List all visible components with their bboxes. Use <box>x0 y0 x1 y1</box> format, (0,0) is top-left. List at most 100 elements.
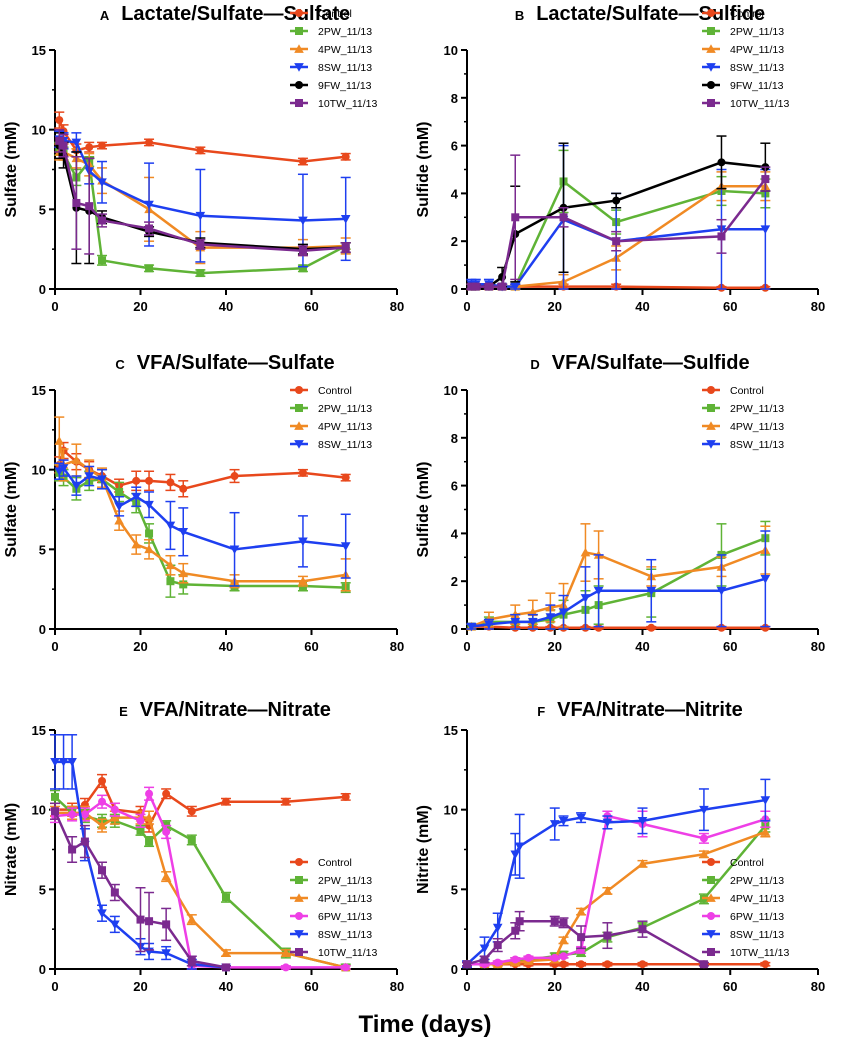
legend-marker <box>295 948 303 956</box>
data-point <box>58 464 69 473</box>
data-point <box>341 473 350 482</box>
data-point <box>484 620 494 630</box>
series-line <box>466 798 766 966</box>
y-tick-label: 10 <box>444 803 458 818</box>
data-point <box>638 960 647 969</box>
panel-title: D VFA/Sulfate—Sulfide <box>530 352 749 374</box>
series-10tw-11-13 <box>54 128 351 257</box>
data-point <box>165 560 176 570</box>
y-tick-label: 0 <box>39 282 46 297</box>
data-point <box>281 797 290 806</box>
data-point <box>97 475 107 485</box>
data-point <box>58 758 69 767</box>
data-point <box>98 216 107 225</box>
legend-marker <box>294 930 304 939</box>
data-point <box>97 820 107 830</box>
y-axis-label: Nitrate (mM) <box>3 803 20 896</box>
legend-item: 6PW_11/13 <box>702 911 784 923</box>
legend-marker <box>295 876 303 884</box>
data-point <box>493 958 502 967</box>
data-point <box>195 211 206 221</box>
legend-item: 8SW_11/13 <box>702 62 784 74</box>
data-point <box>699 834 708 843</box>
y-tick-label: 10 <box>32 463 46 478</box>
y-tick-label: 4 <box>451 526 459 541</box>
data-point <box>136 826 145 835</box>
data-point <box>145 789 154 798</box>
panel-letter: B <box>515 8 524 23</box>
data-point <box>51 807 59 816</box>
data-point <box>165 521 176 531</box>
data-point <box>187 835 196 844</box>
data-point <box>50 758 60 767</box>
data-point <box>466 622 477 632</box>
x-tick-label: 20 <box>548 639 562 654</box>
series-10tw-11-13 <box>462 910 709 969</box>
data-point <box>71 455 82 464</box>
data-point <box>179 580 188 589</box>
y-tick-label: 15 <box>444 723 458 738</box>
data-point <box>717 623 726 632</box>
data-point <box>166 478 175 487</box>
data-point <box>612 196 621 205</box>
data-point <box>131 492 142 502</box>
data-point <box>161 871 171 881</box>
x-tick-label: 60 <box>304 979 318 994</box>
data-point <box>576 906 586 916</box>
legend-label: 2PW_11/13 <box>730 26 784 38</box>
series-8sw-11-13 <box>54 459 351 587</box>
legend-item: 8SW_11/13 <box>290 62 372 74</box>
panel-title-text: Lactate/Sulfate—Sulfide <box>536 3 765 25</box>
x-tick-label: 0 <box>463 299 470 314</box>
legend-label: Control <box>318 8 352 20</box>
legend-marker <box>707 858 715 866</box>
data-point <box>716 586 727 596</box>
legend-item: 8SW_11/13 <box>702 439 784 451</box>
legend-label: 8SW_11/13 <box>730 62 784 74</box>
data-point <box>110 920 120 930</box>
data-point <box>145 264 154 273</box>
data-point <box>85 202 94 211</box>
y-tick-label: 8 <box>451 431 458 446</box>
legend-item: 10TW_11/13 <box>290 947 377 959</box>
y-tick-label: 10 <box>32 123 46 138</box>
y-axis-label: Sulfide (mM) <box>415 122 432 218</box>
series-2pw-11-13 <box>462 818 771 969</box>
legend-label: 4PW_11/13 <box>318 44 372 56</box>
data-point <box>98 866 107 875</box>
data-point <box>145 138 154 147</box>
legend: Control 2PW_11/13 4PW_11/13 8SW_11/13 9FW_11… <box>702 8 789 110</box>
series-4pw-11-13 <box>462 826 771 969</box>
data-point <box>144 544 154 554</box>
data-point <box>110 812 120 822</box>
legend-item: Control <box>290 8 352 20</box>
legend-label: 10TW_11/13 <box>318 947 377 959</box>
data-point <box>717 158 726 167</box>
legend-label: 4PW_11/13 <box>730 893 784 905</box>
data-point <box>144 812 154 822</box>
data-point <box>612 237 621 246</box>
legend-item: 8SW_11/13 <box>290 929 372 941</box>
data-point <box>647 623 656 632</box>
legend-marker <box>295 9 303 17</box>
series-line <box>467 814 766 966</box>
series-10tw-11-13 <box>50 802 231 972</box>
data-point <box>471 282 480 291</box>
data-point <box>545 613 556 622</box>
data-point <box>699 960 708 969</box>
chart-panel-f: F VFA/Nitrate—Nitrite 0 20 40 60 80 0 5 10 15 Nitri… <box>415 699 825 994</box>
legend-item: 10TW_11/13 <box>702 947 789 959</box>
x-tick-label: 60 <box>723 299 737 314</box>
legend-marker <box>707 912 715 920</box>
chart-panel-e: E VFA/Nitrate—Nitrate 0 20 40 60 80 0 5 10 15 Nitra… <box>3 699 404 994</box>
legend-item: Control <box>702 8 764 20</box>
y-tick-label: 5 <box>39 202 46 217</box>
data-point <box>84 472 94 481</box>
x-tick-label: 80 <box>811 299 825 314</box>
data-point <box>550 917 559 926</box>
legend-label: 4PW_11/13 <box>730 44 784 56</box>
y-tick-label: 8 <box>451 91 458 106</box>
data-point <box>480 955 489 964</box>
data-point <box>187 807 196 816</box>
y-tick-label: 0 <box>451 962 458 977</box>
